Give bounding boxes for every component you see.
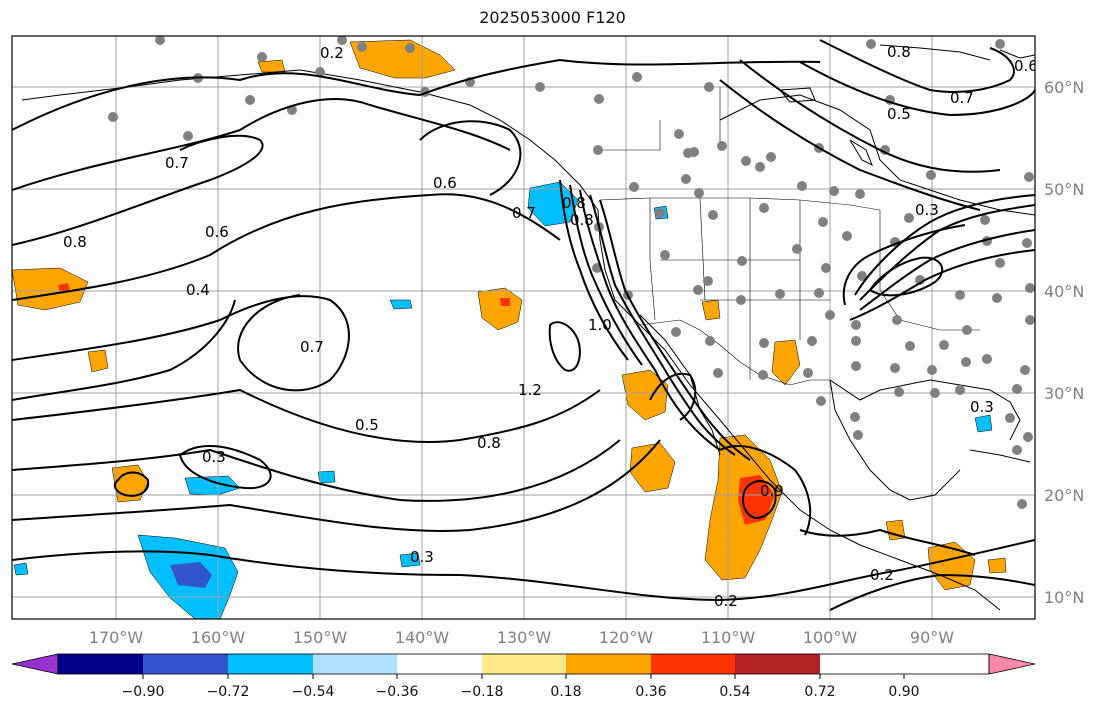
shade-darkblue-region xyxy=(170,562,212,588)
shade-orange-region xyxy=(257,59,286,73)
map-content: 0.2 0.8 0.7 0.6 0.8 0.4 0.6 0.7 0.7 1.0 … xyxy=(12,36,1038,619)
shade-blue-region xyxy=(317,470,336,484)
shade-orange-region xyxy=(12,267,89,311)
contour-label: 0.2 xyxy=(870,566,894,584)
shade-orange-region xyxy=(771,339,801,386)
lon-label: 110°W xyxy=(701,628,756,647)
shade-blue-region xyxy=(399,552,421,568)
contour-label: 0.8 xyxy=(887,43,911,61)
contour-label: 0.2 xyxy=(320,44,344,62)
shade-orange-region xyxy=(621,369,669,421)
colorbar-cell xyxy=(228,654,313,674)
contour-label: 0.9 xyxy=(760,482,784,500)
shade-blue-region xyxy=(974,414,993,433)
lat-label: 10°N xyxy=(1044,588,1084,607)
colorbar-frame xyxy=(57,653,990,675)
lon-label: 90°W xyxy=(910,628,954,647)
colorbar-cell xyxy=(735,654,820,674)
contour-label: 0.6 xyxy=(433,174,457,192)
lat-label: 60°N xyxy=(1044,78,1084,97)
lon-label: 130°W xyxy=(497,628,552,647)
shade-orange-region xyxy=(629,442,676,493)
colorbar-cell xyxy=(566,654,651,674)
contour-label: 1.2 xyxy=(518,381,542,399)
colorbar-extend-left xyxy=(11,653,59,675)
colorbar-cell xyxy=(651,654,735,674)
lat-label: 20°N xyxy=(1044,486,1084,505)
latitude-labels: 60°N 50°N 40°N 30°N 20°N 10°N xyxy=(1044,78,1084,607)
lat-label: 50°N xyxy=(1044,180,1084,199)
lon-label: 120°W xyxy=(599,628,654,647)
contour-label: 0.8 xyxy=(63,233,87,251)
shade-orange-region xyxy=(987,557,1007,574)
lon-label: 100°W xyxy=(803,628,858,647)
colorbar: −0.90 −0.72 −0.54 −0.36 −0.18 0.18 0.36 0.54 0.7… xyxy=(11,653,1036,700)
contour-label: 0.6 xyxy=(205,223,229,241)
contour-label: 0.8 xyxy=(562,194,586,212)
colorbar-cell xyxy=(313,654,397,674)
colorbar-cell xyxy=(143,654,228,674)
contours xyxy=(12,39,1035,611)
colorbar-tick-label: −0.54 xyxy=(292,684,335,700)
lon-label: 170°W xyxy=(89,628,144,647)
contour-label: 0.7 xyxy=(165,154,189,172)
colorbar-cell xyxy=(482,654,566,674)
shade-orange-region xyxy=(87,349,109,373)
colorbar-tick-label: −0.18 xyxy=(461,684,504,700)
shade-orange-region xyxy=(701,299,721,321)
colorbar-extend-right xyxy=(988,653,1036,675)
shade-blue-region xyxy=(13,562,29,576)
contour-label: 0.7 xyxy=(950,89,974,107)
lat-label: 30°N xyxy=(1044,384,1084,403)
contour-label: 0.7 xyxy=(300,338,324,356)
lat-label: 40°N xyxy=(1044,282,1084,301)
shade-orange-region xyxy=(927,541,976,591)
graticule xyxy=(12,36,1035,619)
contour-label: 0.5 xyxy=(887,105,911,123)
colorbar-tick-label: −0.36 xyxy=(376,684,419,700)
colorbar-tick-label: 0.36 xyxy=(635,684,666,700)
shade-blue-region xyxy=(184,475,241,496)
colorbar-tick-label: −0.72 xyxy=(207,684,250,700)
lon-label: 140°W xyxy=(395,628,450,647)
contour-label: 0.7 xyxy=(512,204,536,222)
contour-label: 0.2 xyxy=(714,592,738,610)
shade-blue-region xyxy=(389,299,413,310)
lon-label: 150°W xyxy=(293,628,348,647)
shade-red-region xyxy=(500,298,510,306)
colorbar-tick-label: 0.18 xyxy=(550,684,581,700)
contour-label: 0.3 xyxy=(410,548,434,566)
contour-label: 0.3 xyxy=(202,448,226,466)
longitude-labels: 170°W 160°W 150°W 140°W 130°W 120°W 110°… xyxy=(89,628,954,647)
colorbar-cell xyxy=(58,654,143,674)
map-title: 2025053000 F120 xyxy=(479,8,626,27)
colorbar-tick-label: 0.72 xyxy=(804,684,835,700)
contour-label: 0.4 xyxy=(186,281,210,299)
contour-labels: 0.2 0.8 0.7 0.6 0.8 0.4 0.6 0.7 0.7 1.0 … xyxy=(63,43,1038,610)
shade-orange-region xyxy=(477,287,523,331)
contour-label: 0.6 xyxy=(1014,57,1038,75)
contour-label: 1.0 xyxy=(588,316,612,334)
colorbar-tick-label: −0.90 xyxy=(122,684,165,700)
contour-label: 0.3 xyxy=(915,201,939,219)
shade-orange-region xyxy=(349,39,456,79)
colorbar-cell xyxy=(397,654,482,674)
contour-label: 0.5 xyxy=(355,416,379,434)
colorbar-tick-label: 0.90 xyxy=(888,684,919,700)
contour-label: 0.8 xyxy=(477,434,501,452)
colorbar-tick-label: 0.54 xyxy=(719,684,750,700)
contour-label: 0.3 xyxy=(970,398,994,416)
lon-label: 160°W xyxy=(191,628,246,647)
contour-label: 0.8 xyxy=(570,211,594,229)
map-frame xyxy=(11,35,1036,620)
